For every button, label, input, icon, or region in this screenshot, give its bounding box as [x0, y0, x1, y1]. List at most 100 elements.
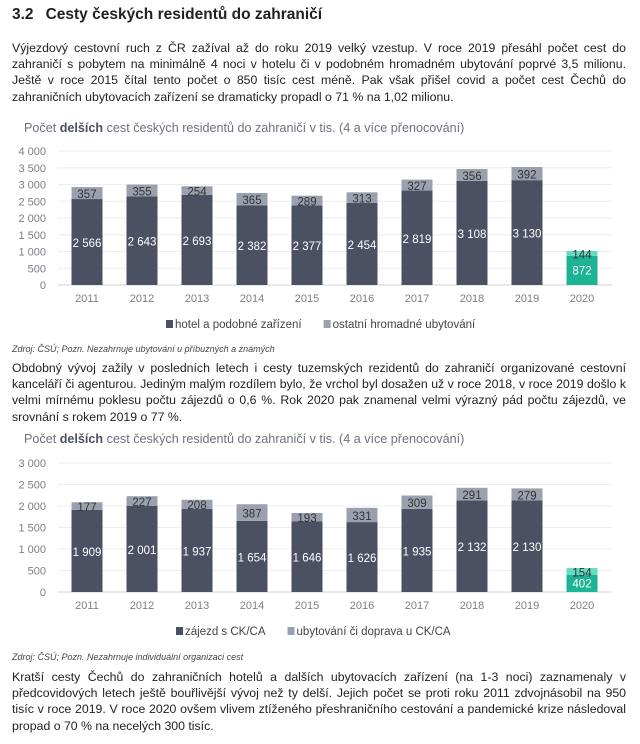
data-label: 2 382 — [238, 241, 267, 253]
bar-upper-2012 — [126, 496, 158, 506]
chart-1: 0 500 1 000 1 500 2 000 2 500 3 000 3 500 4 000 2… — [18, 146, 612, 331]
y-tick-label: 500 — [28, 566, 46, 578]
paragraph-1: Výjezdový cestovní ruch z ČR zažíval až … — [12, 41, 626, 104]
bar-upper-2020 — [566, 568, 598, 575]
bar-lower-2011 — [71, 509, 103, 592]
data-label: 2 566 — [73, 238, 102, 250]
bar-lower-2016 — [346, 202, 378, 285]
x-tick-label: 2019 — [515, 293, 539, 305]
y-tick-label: 2 500 — [18, 480, 46, 492]
data-label: 2 132 — [458, 542, 487, 554]
chart-2-title: Počet delších cest českých residentů do … — [24, 432, 465, 446]
bar-upper-2018 — [456, 168, 488, 181]
bar-upper-2020 — [566, 250, 598, 256]
data-label: 154 — [572, 567, 592, 579]
bar-lower-2018 — [456, 500, 488, 592]
x-tick-label: 2018 — [460, 600, 484, 612]
x-tick-label: 2013 — [185, 293, 209, 305]
x-tick-label: 2011 — [75, 293, 99, 305]
data-label: 872 — [572, 265, 591, 277]
bar-lower-2020 — [566, 574, 598, 592]
x-tick-label: 2018 — [460, 293, 484, 305]
x-tick-label: 2019 — [515, 600, 539, 612]
chart-1-title: Počet delších cest českých residentů do … — [24, 121, 465, 135]
bar-lower-2019 — [511, 500, 543, 592]
bar-lower-2011 — [71, 199, 103, 285]
data-label: 313 — [352, 194, 371, 206]
x-tick-label: 2016 — [350, 293, 374, 305]
bar-upper-2011 — [71, 187, 103, 200]
bar-upper-2016 — [346, 192, 378, 203]
x-tick-label: 2016 — [350, 600, 374, 612]
bar-upper-2019 — [511, 167, 543, 181]
bar-upper-2015 — [291, 195, 323, 206]
data-label: 144 — [572, 249, 592, 261]
y-tick-label: 2 500 — [18, 196, 46, 208]
data-label: 2 819 — [403, 234, 432, 246]
bar-lower-2015 — [291, 205, 323, 285]
x-tick-label: 2011 — [75, 600, 99, 612]
paragraph-3: Kratší cesty Čechů do zahraničních hotel… — [12, 670, 626, 733]
section-number: 3.2 — [12, 6, 34, 23]
data-label: 2 001 — [128, 545, 157, 557]
legend-swatch — [287, 627, 295, 635]
bar-upper-2014 — [236, 504, 268, 521]
data-label: 355 — [132, 187, 151, 199]
data-label: 2 693 — [183, 236, 212, 248]
bar-upper-2018 — [456, 487, 488, 501]
data-label: 1 654 — [238, 552, 267, 564]
data-label: 193 — [297, 513, 316, 525]
source-note-2: Zdroj: ČSÚ; Pozn. Nezahrnuje individuáln… — [12, 652, 244, 662]
bar-lower-2012 — [126, 505, 158, 592]
data-label: 2 454 — [348, 240, 377, 252]
bar-upper-2012 — [126, 184, 158, 197]
x-tick-label: 2012 — [130, 293, 154, 305]
legend-swatch — [166, 320, 173, 328]
bar-upper-2015 — [291, 512, 323, 522]
y-tick-label: 4 000 — [18, 146, 46, 158]
bar-lower-2016 — [346, 522, 378, 592]
y-tick-label: 1 000 — [18, 247, 46, 259]
bar-lower-2015 — [291, 521, 323, 592]
data-label: 365 — [242, 195, 261, 207]
bar-lower-2013 — [181, 508, 213, 592]
y-tick-label: 3 500 — [18, 163, 46, 175]
legend-label: zájezd s CK/CA — [185, 626, 266, 638]
y-tick-label: 3 000 — [18, 458, 46, 470]
bar-lower-2019 — [511, 180, 543, 285]
data-label: 208 — [187, 500, 206, 512]
x-tick-label: 2017 — [405, 600, 429, 612]
data-label: 387 — [242, 509, 261, 521]
source-note-1: Zdroj: ČSÚ; Pozn. Nezahrnuje ubytování u… — [12, 344, 275, 354]
data-label: 357 — [77, 189, 96, 201]
x-tick-label: 2015 — [295, 600, 319, 612]
x-tick-label: 2020 — [570, 600, 594, 612]
x-tick-label: 2013 — [185, 600, 209, 612]
data-label: 331 — [352, 511, 371, 523]
x-tick-label: 2012 — [130, 600, 154, 612]
data-label: 1 909 — [73, 547, 102, 559]
legend-label: ostatní hromadné ubytování — [333, 319, 476, 331]
data-label: 1 935 — [403, 546, 432, 558]
bar-lower-2014 — [236, 520, 268, 592]
y-tick-label: 1 500 — [18, 523, 46, 535]
bar-upper-2019 — [511, 488, 543, 501]
data-label: 2 377 — [293, 241, 322, 253]
y-tick-label: 0 — [40, 280, 46, 292]
data-label: 402 — [572, 578, 591, 590]
legend-label: hotel a podobné zařízení — [175, 319, 302, 331]
y-tick-label: 1 000 — [18, 544, 46, 556]
bar-lower-2017 — [401, 190, 433, 285]
x-tick-label: 2017 — [405, 293, 429, 305]
data-label: 177 — [77, 502, 96, 514]
legend-swatch — [176, 627, 183, 635]
bar-upper-2013 — [181, 186, 213, 195]
data-label: 279 — [517, 490, 536, 502]
data-label: 1 626 — [348, 553, 377, 565]
data-label: 1 646 — [293, 553, 322, 565]
bar-upper-2017 — [401, 495, 433, 509]
data-label: 227 — [132, 497, 151, 509]
data-label: 291 — [462, 490, 481, 502]
y-tick-label: 3 000 — [18, 180, 46, 192]
chart-2: 0 500 1 000 1 500 2 000 2 500 3 000 1 909 177 201… — [18, 458, 612, 638]
